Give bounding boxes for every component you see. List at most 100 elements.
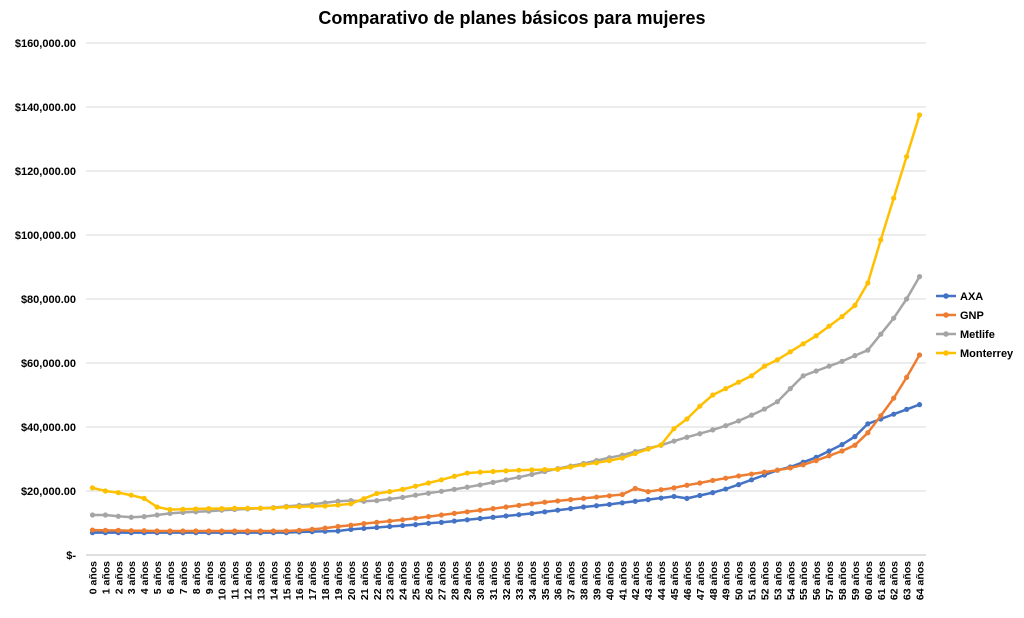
point-gnp	[516, 502, 522, 508]
x-tick-label: 40 años	[604, 561, 616, 600]
point-axa	[632, 498, 638, 504]
point-axa	[412, 522, 419, 528]
point-metlife	[128, 514, 134, 520]
point-monterrey	[904, 154, 910, 160]
point-metlife	[335, 498, 341, 504]
point-monterrey	[580, 462, 587, 468]
point-monterrey	[322, 503, 328, 509]
point-gnp	[193, 528, 199, 534]
x-tick-label: 36 años	[553, 561, 565, 600]
point-monterrey	[348, 501, 354, 507]
x-tick-label: 5 años	[152, 561, 164, 594]
point-axa	[619, 500, 625, 506]
point-monterrey	[374, 490, 380, 497]
point-monterrey	[180, 506, 186, 512]
point-gnp	[839, 448, 845, 454]
point-monterrey	[800, 341, 806, 347]
x-tick-label: 26 años	[423, 561, 435, 600]
y-tick-label: $160,000.00	[15, 38, 76, 50]
point-gnp	[916, 352, 923, 358]
point-monterrey	[658, 442, 664, 448]
y-tick-label: $40,000.00	[21, 422, 76, 434]
x-tick-label: 0 años	[87, 561, 99, 594]
point-monterrey	[387, 489, 393, 495]
point-axa	[400, 522, 406, 529]
point-monterrey	[425, 480, 432, 486]
x-tick-label: 62 años	[889, 561, 901, 600]
point-gnp	[322, 525, 328, 531]
legend-label-monterrey: Monterrey	[960, 348, 1014, 360]
y-tick-label: $120,000.00	[15, 166, 76, 178]
point-axa	[490, 514, 496, 520]
point-axa	[671, 493, 677, 500]
point-axa	[904, 406, 910, 412]
point-gnp	[710, 477, 716, 484]
point-metlife	[141, 514, 147, 520]
y-tick-label: $-	[66, 550, 76, 562]
point-gnp	[244, 528, 251, 534]
point-axa	[348, 526, 354, 533]
point-gnp	[891, 395, 897, 401]
point-axa	[555, 507, 561, 513]
point-monterrey	[102, 488, 108, 494]
point-axa	[438, 519, 444, 525]
x-tick-label: 48 años	[708, 561, 720, 600]
point-gnp	[128, 528, 134, 534]
point-metlife	[516, 474, 522, 480]
point-metlife	[839, 358, 845, 364]
x-tick-label: 32 años	[501, 561, 513, 600]
point-gnp	[852, 442, 858, 448]
x-tick-label: 8 años	[191, 561, 203, 594]
x-tick-label: 25 años	[411, 561, 423, 600]
point-metlife	[89, 512, 96, 518]
point-metlife	[400, 494, 406, 500]
point-monterrey	[761, 363, 768, 369]
x-tick-label: 4 años	[139, 561, 151, 594]
point-gnp	[451, 510, 457, 516]
x-tick-label: 17 años	[307, 561, 319, 600]
point-axa	[593, 503, 600, 509]
x-tick-label: 23 años	[385, 561, 397, 600]
legend-marker-monterrey	[943, 350, 949, 356]
point-monterrey	[206, 506, 212, 512]
point-gnp	[529, 501, 535, 507]
x-tick-label: 37 años	[566, 561, 578, 600]
point-monterrey	[232, 505, 238, 511]
point-monterrey	[606, 458, 612, 464]
x-tick-label: 9 años	[204, 561, 216, 594]
chart-title: Comparativo de planes básicos para mujer…	[318, 8, 706, 28]
point-gnp	[335, 523, 341, 530]
point-metlife	[477, 482, 483, 488]
point-monterrey	[412, 483, 419, 489]
point-monterrey	[361, 496, 367, 502]
point-metlife	[503, 477, 509, 483]
x-tick-label: 63 años	[902, 561, 914, 600]
point-monterrey	[464, 470, 470, 476]
point-monterrey	[916, 112, 923, 118]
point-monterrey	[710, 392, 716, 398]
point-gnp	[658, 487, 664, 493]
point-axa	[425, 520, 432, 526]
point-monterrey	[619, 455, 625, 461]
point-monterrey	[438, 477, 444, 483]
point-monterrey	[748, 373, 755, 379]
point-gnp	[671, 485, 677, 491]
point-axa	[529, 510, 535, 516]
point-axa	[374, 524, 380, 531]
point-monterrey	[335, 502, 341, 508]
point-gnp	[632, 485, 638, 492]
point-axa	[451, 518, 457, 524]
x-tick-label: 22 años	[372, 561, 384, 600]
point-gnp	[490, 506, 496, 512]
x-tick-label: 43 años	[643, 561, 655, 600]
point-gnp	[296, 527, 302, 533]
x-tick-label: 12 años	[243, 561, 255, 600]
legend-marker-gnp	[943, 312, 949, 318]
point-gnp	[219, 528, 225, 534]
x-tick-label: 10 años	[217, 561, 229, 600]
point-monterrey	[671, 426, 677, 432]
point-monterrey	[542, 466, 548, 473]
point-metlife	[736, 418, 742, 424]
point-metlife	[387, 496, 393, 502]
